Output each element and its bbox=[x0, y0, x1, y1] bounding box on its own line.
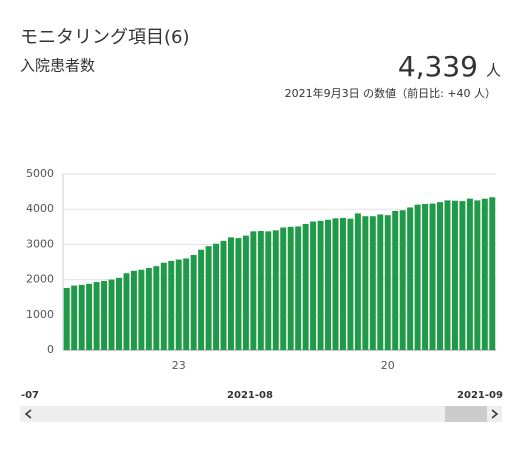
bar bbox=[392, 210, 399, 350]
bar bbox=[265, 231, 272, 350]
bar bbox=[399, 210, 406, 350]
bar bbox=[93, 282, 100, 350]
bar bbox=[205, 246, 212, 350]
scroll-right[interactable] bbox=[491, 409, 499, 419]
bar bbox=[168, 260, 175, 350]
bar bbox=[242, 235, 249, 350]
bar bbox=[466, 198, 473, 350]
y-tick-label: 3000 bbox=[26, 237, 54, 250]
bar bbox=[407, 207, 414, 350]
bar bbox=[437, 202, 443, 350]
bar bbox=[190, 254, 197, 350]
bar bbox=[369, 216, 376, 350]
bar bbox=[86, 283, 93, 350]
bar bbox=[377, 214, 384, 350]
chart-title: モニタリング項目(6) bbox=[20, 27, 190, 48]
scrollbar-thumb[interactable] bbox=[445, 406, 487, 422]
bar bbox=[272, 230, 279, 350]
y-tick-label: 0 bbox=[47, 343, 54, 356]
bar bbox=[123, 273, 130, 350]
bar bbox=[63, 288, 70, 350]
bar bbox=[310, 221, 317, 350]
bar bbox=[213, 243, 220, 350]
chart-subtitle: 入院患者数 bbox=[20, 57, 95, 75]
bar bbox=[444, 200, 451, 350]
bar bbox=[295, 226, 302, 350]
navigator-label: -07 bbox=[21, 390, 39, 401]
bar bbox=[160, 262, 167, 350]
x-tick-label: 23 bbox=[172, 359, 186, 372]
y-tick-label: 4000 bbox=[26, 202, 54, 215]
bar bbox=[108, 279, 115, 350]
bar bbox=[362, 216, 369, 350]
y-tick-label: 5000 bbox=[26, 167, 54, 180]
bar bbox=[474, 200, 481, 350]
bar bbox=[332, 218, 339, 350]
bar bbox=[198, 249, 205, 350]
headline-unit: 人 bbox=[486, 62, 501, 80]
bar bbox=[354, 213, 361, 350]
bar bbox=[302, 223, 309, 350]
bar bbox=[339, 218, 346, 350]
bar bbox=[175, 259, 182, 350]
x-tick-label: 20 bbox=[381, 359, 395, 372]
bar bbox=[347, 218, 354, 350]
navigator-label: 2021-09 bbox=[457, 390, 503, 401]
bar bbox=[138, 269, 145, 350]
navigator-label: 2021-08 bbox=[227, 390, 273, 401]
bar bbox=[287, 226, 294, 350]
bar bbox=[145, 267, 152, 350]
bar bbox=[71, 285, 78, 350]
bar bbox=[257, 231, 264, 350]
bar bbox=[78, 284, 85, 350]
bar bbox=[481, 198, 488, 350]
scrollbar[interactable] bbox=[20, 406, 502, 422]
bar bbox=[227, 237, 234, 350]
bar bbox=[422, 203, 429, 350]
bar bbox=[250, 231, 257, 350]
bar bbox=[116, 277, 122, 350]
bar bbox=[429, 203, 436, 350]
bar bbox=[101, 281, 108, 350]
bar bbox=[384, 215, 391, 350]
note: 2021年9月3日 の数値（前日比: +40 人） bbox=[285, 86, 496, 100]
bar bbox=[317, 220, 324, 350]
bar bbox=[235, 238, 242, 350]
bar bbox=[280, 227, 287, 350]
headline-value: 4,339 bbox=[398, 50, 478, 83]
bar bbox=[459, 201, 466, 350]
bar bbox=[183, 258, 190, 350]
bar bbox=[153, 266, 160, 350]
y-tick-label: 2000 bbox=[26, 273, 54, 286]
y-tick-label: 1000 bbox=[26, 308, 54, 321]
bar bbox=[220, 240, 227, 350]
scroll-left[interactable] bbox=[24, 409, 32, 419]
bar bbox=[414, 204, 421, 350]
bar bbox=[130, 270, 137, 350]
bar bbox=[325, 219, 332, 350]
bar bbox=[451, 200, 458, 350]
bar bbox=[489, 197, 496, 350]
